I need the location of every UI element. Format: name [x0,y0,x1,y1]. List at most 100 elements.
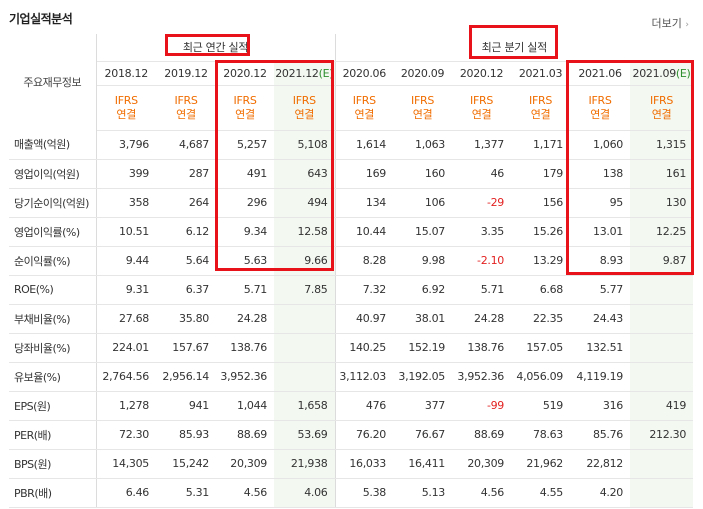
table-cell: 494 [274,188,336,218]
row-label: 유보율(%) [9,362,97,392]
ifrs-label: IFRS [233,93,257,107]
ifrs-header: IFRS 연결 [630,85,694,131]
table-cell: 212.30 [630,420,694,450]
table-cell: 72.30 [96,420,156,450]
table-cell: 169 [334,159,394,189]
table-cell: 8.28 [334,246,394,276]
table-cell: 35.80 [156,304,216,334]
row-label: 순이익률(%) [9,246,97,276]
table-cell: 4.56 [216,478,274,508]
period-label: 2018.12 [104,66,149,80]
table-cell: 3.35 [452,217,512,247]
table-row: 당기순이익(억원) 358 264 296 494 134 106 -29 156 95 130 [9,188,694,218]
ifrs-header: IFRS 연결 [334,85,394,131]
period-label: 2019.12 [164,66,208,80]
consolidated-label: 연결 [235,107,255,121]
table-cell: 5,108 [274,130,336,160]
corner-header: 주요재무정보 [9,34,97,130]
table-row: 순이익률(%) 9.44 5.64 5.63 9.66 8.28 9.98 -2.10 13.2… [9,246,694,276]
estimate-mark: (E) [675,66,691,80]
table-row: ROE(%) 9.31 6.37 5.71 7.85 7.32 6.92 5.71 6.68 5.… [9,274,694,305]
table-cell: -99 [452,390,512,421]
table-cell: 287 [156,159,216,189]
table-cell: 152.19 [393,333,453,363]
table-row: PBR(배) 6.46 5.31 4.56 4.06 5.38 5.13 4.56 4.55 4.… [9,478,694,508]
table-cell: 38.01 [393,304,453,334]
table-cell: 8.93 [570,246,631,276]
table-cell [274,362,336,392]
period-label: 2020.09 [400,66,445,80]
table-cell: 399 [96,159,156,189]
table-cell [630,449,694,479]
table-cell: 160 [393,159,453,189]
table-cell: 5.71 [452,274,512,305]
table-cell: 6.46 [96,478,156,508]
table-cell: 941 [156,390,216,421]
table-cell: 24.28 [216,304,274,334]
table-cell: 5.63 [216,246,274,276]
table-cell: 6.68 [511,274,571,305]
more-label: 더보기 [651,17,682,30]
table-cell: 40.97 [334,304,394,334]
table-cell: 1,063 [393,130,453,160]
ifrs-label: IFRS [411,93,435,107]
period-header: 2019.12 [156,61,216,86]
table-cell: 5.77 [570,274,631,305]
table-cell: 130 [630,188,694,218]
quarter-group-label: 최근 분기 실적 [481,41,548,55]
period-header: 2020.09 [393,61,453,86]
consolidated-label: 연결 [651,107,672,121]
table-cell: 138.76 [452,333,512,363]
table-cell: 3,952.36 [452,362,512,392]
row-label: 부채비율(%) [9,304,97,334]
table-cell: 3,796 [96,130,156,160]
annual-group-header: 최근 연간 실적 [96,34,336,62]
period-label: 2020.06 [342,66,387,80]
table-cell: 20,309 [216,449,274,479]
table-cell: 1,614 [334,130,394,160]
row-label: BPS(원) [9,449,97,479]
table-cell: 4,056.09 [511,362,571,392]
consolidated-label: 연결 [294,107,315,121]
table-cell [630,274,694,305]
quarter-group-header: 최근 분기 실적 [334,34,694,62]
table-cell: 9.34 [216,217,274,247]
table-cell: 9.87 [630,246,694,276]
table-row: 당좌비율(%) 224.01 157.67 138.76 140.25 152.19 138… [9,333,694,363]
period-header: 2021.12(E) [274,61,336,86]
table-cell [274,304,336,334]
table-cell: 10.44 [334,217,394,247]
table-cell: 157.67 [156,333,216,363]
table-cell: 12.25 [630,217,694,247]
period-header: 2021.06 [570,61,631,86]
period-label: 2021.12 [275,66,319,80]
table-cell [630,333,694,363]
table-cell: 15.26 [511,217,571,247]
row-label: 영업이익률(%) [9,217,97,247]
table-cell: 53.69 [274,420,336,450]
table-row: 매출액(억원) 3,796 4,687 5,257 5,108 1,614 1,063 1,3… [9,130,694,160]
table-cell: 3,112.03 [334,362,394,392]
ifrs-label: IFRS [470,93,494,107]
table-cell: 7.85 [274,274,336,305]
annual-group-label: 최근 연간 실적 [182,41,249,55]
table-cell: 24.28 [452,304,512,334]
table-cell: 2,764.56 [96,362,156,392]
more-link[interactable]: 더보기 › [652,15,689,31]
table-cell: 264 [156,188,216,218]
corner-label: 주요재무정보 [23,76,82,89]
table-cell: 2,956.14 [156,362,216,392]
table-cell: -29 [452,188,512,218]
table-cell: 16,033 [334,449,394,479]
table-cell: 13.01 [570,217,631,247]
table-cell: 88.69 [452,420,512,450]
table-cell: 4.55 [511,478,571,508]
table-cell: 4,687 [156,130,216,160]
period-label: 2021.03 [518,66,563,80]
ifrs-header: IFRS 연결 [96,85,156,131]
table-cell: 179 [511,159,571,189]
table-cell: 46 [452,159,512,189]
table-cell: 20,309 [452,449,512,479]
table-cell: 15.07 [393,217,453,247]
table-cell: 491 [216,159,274,189]
